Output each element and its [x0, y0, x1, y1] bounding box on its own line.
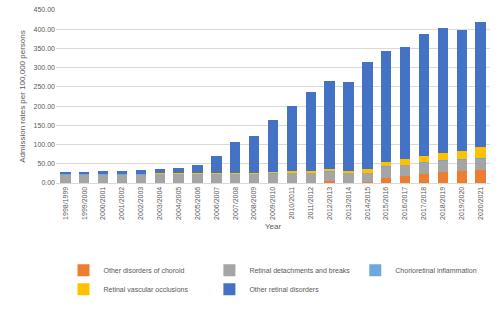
svg-text:2020/2021: 2020/2021 — [477, 187, 484, 220]
svg-text:2011/2012: 2011/2012 — [307, 187, 314, 220]
svg-text:200.00: 200.00 — [34, 103, 56, 110]
svg-text:50.00: 50.00 — [37, 160, 55, 167]
svg-text:Other disorders of choroid: Other disorders of choroid — [104, 267, 185, 274]
svg-text:2015/2016: 2015/2016 — [382, 187, 389, 220]
svg-text:Chorioretinal inflammation: Chorioretinal inflammation — [395, 267, 476, 274]
svg-text:Retinal vascular occlusions: Retinal vascular occlusions — [104, 286, 189, 293]
svg-text:2016/2017: 2016/2017 — [401, 187, 408, 220]
svg-text:1999/2000: 1999/2000 — [81, 187, 88, 220]
svg-text:350.00: 350.00 — [34, 45, 56, 52]
svg-text:2004/2005: 2004/2005 — [175, 187, 182, 220]
svg-text:2017/2018: 2017/2018 — [420, 187, 427, 220]
svg-text:Other retinal disorders: Other retinal disorders — [249, 286, 319, 293]
svg-text:250.00: 250.00 — [34, 83, 56, 90]
svg-text:Retinal detachments and breaks: Retinal detachments and breaks — [249, 267, 350, 274]
svg-text:Year: Year — [265, 222, 282, 231]
svg-text:2012/2013: 2012/2013 — [326, 187, 333, 220]
svg-text:150.00: 150.00 — [34, 122, 56, 129]
svg-text:2008/2009: 2008/2009 — [250, 187, 257, 220]
svg-text:0.00: 0.00 — [41, 179, 55, 186]
svg-text:2000/2001: 2000/2001 — [99, 187, 106, 220]
svg-text:1998/1999: 1998/1999 — [62, 187, 69, 220]
svg-text:2019/2020: 2019/2020 — [458, 187, 465, 220]
svg-text:Admission rates per 100,000 pe: Admission rates per 100,000 persons — [18, 30, 27, 163]
svg-text:450.00: 450.00 — [34, 6, 56, 13]
svg-text:2002/2003: 2002/2003 — [137, 187, 144, 220]
svg-text:2005/2006: 2005/2006 — [194, 187, 201, 220]
svg-text:2018/2019: 2018/2019 — [439, 187, 446, 220]
svg-text:100.00: 100.00 — [34, 141, 56, 148]
svg-text:2007/2008: 2007/2008 — [232, 187, 239, 220]
svg-text:2010/2011: 2010/2011 — [288, 187, 295, 220]
svg-text:2014/2015: 2014/2015 — [364, 187, 371, 220]
svg-text:2003/2004: 2003/2004 — [156, 187, 163, 220]
svg-text:2009/2010: 2009/2010 — [269, 187, 276, 220]
svg-text:2013/2014: 2013/2014 — [345, 187, 352, 220]
svg-text:400.00: 400.00 — [34, 26, 56, 33]
svg-text:2006/2007: 2006/2007 — [213, 187, 220, 220]
svg-text:2001/2002: 2001/2002 — [118, 187, 125, 220]
svg-text:300.00: 300.00 — [34, 64, 56, 71]
